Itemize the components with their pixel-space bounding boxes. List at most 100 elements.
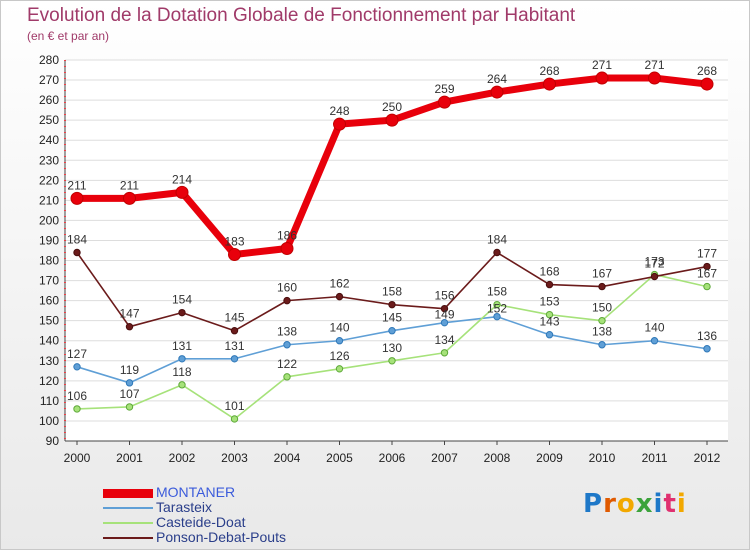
x-tick-label: 2005 [326, 451, 353, 465]
data-point [703, 262, 711, 271]
data-point [283, 296, 291, 305]
data-point [648, 71, 661, 85]
data-label: 167 [592, 267, 612, 281]
x-tick-label: 2006 [379, 451, 406, 465]
y-tick-label: 130 [39, 354, 59, 368]
data-point [545, 280, 554, 289]
y-tick-label: 280 [39, 53, 59, 67]
data-label: 101 [224, 399, 244, 413]
data-label: 156 [434, 289, 454, 303]
data-point [73, 405, 81, 413]
data-point [545, 331, 554, 339]
legend-swatch [103, 537, 153, 539]
data-label: 172 [644, 257, 664, 271]
data-point [178, 355, 186, 363]
data-label: 167 [697, 267, 717, 281]
data-label: 140 [644, 321, 664, 335]
data-point [650, 337, 659, 345]
y-tick-label: 250 [39, 113, 59, 127]
data-label: 154 [172, 293, 192, 307]
x-tick-label: 2008 [484, 451, 511, 465]
data-point [543, 77, 556, 91]
logo-letter: P [583, 489, 604, 519]
data-point [440, 304, 449, 313]
data-label: 177 [697, 247, 717, 261]
data-label: 138 [277, 325, 297, 339]
legend-label: Casteide-Doat [156, 514, 246, 530]
data-point [70, 191, 84, 205]
y-tick-label: 120 [39, 374, 59, 388]
x-tick-label: 2000 [64, 451, 91, 465]
data-point [230, 327, 239, 335]
data-point [493, 248, 501, 257]
logo-letter: r [603, 489, 617, 519]
data-point [388, 300, 396, 309]
data-point [230, 355, 239, 363]
data-label: 107 [119, 387, 139, 401]
data-label: 106 [67, 389, 87, 403]
data-label: 168 [539, 265, 559, 279]
y-tick-label: 170 [39, 274, 59, 288]
data-label: 138 [592, 325, 612, 339]
data-label: 248 [329, 104, 349, 118]
data-point [598, 341, 606, 349]
y-tick-label: 260 [39, 93, 59, 107]
data-label: 186 [277, 228, 297, 242]
data-point [335, 337, 344, 345]
logo-letter: o [616, 489, 636, 519]
data-point [335, 292, 344, 301]
x-tick-label: 2009 [536, 451, 563, 465]
y-tick-label: 190 [39, 233, 59, 247]
data-point [440, 349, 449, 357]
data-label: 119 [120, 363, 139, 377]
data-label: 134 [434, 333, 454, 347]
data-label: 131 [172, 339, 192, 353]
legend-swatch [103, 507, 153, 509]
data-label: 126 [329, 349, 349, 363]
y-tick-label: 110 [40, 394, 59, 408]
logo-letter: t [663, 489, 677, 519]
data-label: 162 [329, 277, 349, 291]
data-label: 149 [434, 308, 454, 322]
y-tick-label: 150 [39, 314, 59, 328]
data-point [283, 373, 291, 381]
y-tick-label: 90 [46, 434, 60, 448]
data-point [598, 282, 606, 291]
data-point [440, 318, 449, 327]
data-label: 140 [329, 321, 349, 335]
data-label: 131 [224, 339, 244, 353]
x-tick-label: 2001 [116, 451, 143, 465]
logo-letter: i [676, 489, 687, 519]
data-point [283, 341, 291, 349]
data-point [700, 77, 714, 91]
data-point [175, 185, 189, 199]
chart-subtitle: (en € et par an) [27, 29, 110, 43]
y-tick-label: 200 [39, 213, 59, 227]
data-label: 184 [67, 233, 87, 247]
data-label: 143 [539, 315, 559, 329]
proxiti-logo: Proxiti [583, 489, 687, 519]
data-label: 145 [224, 311, 244, 325]
data-point [703, 345, 711, 353]
data-label: 183 [224, 235, 244, 249]
data-point [490, 85, 504, 99]
data-point [228, 248, 241, 262]
x-tick-label: 2002 [169, 451, 196, 465]
legend-swatch [103, 522, 153, 524]
x-tick-label: 2004 [274, 451, 301, 465]
data-label: 145 [382, 311, 402, 325]
data-point [230, 415, 239, 423]
chart-title: Evolution de la Dotation Globale de Fonc… [27, 5, 576, 26]
data-label: 158 [487, 285, 507, 299]
data-point [125, 379, 134, 387]
data-point [335, 365, 344, 373]
data-point [125, 403, 134, 411]
x-tick-label: 2012 [694, 451, 721, 465]
data-label: 147 [119, 307, 139, 321]
x-tick-label: 2011 [642, 451, 668, 465]
data-point [178, 308, 186, 317]
data-label: 271 [592, 58, 612, 72]
data-label: 122 [277, 357, 297, 371]
